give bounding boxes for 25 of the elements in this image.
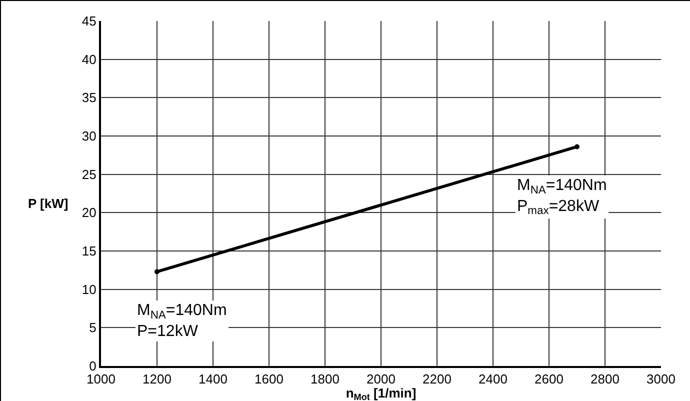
x-tick-label: 3000 [646, 372, 676, 387]
annotation: M$_{NA}$=140Nm P$_{max}$=28kW [517, 177, 607, 218]
y-tick-label: 5 [89, 320, 96, 336]
x-tick-label: 2600 [534, 372, 564, 387]
y-tick-label: 25 [82, 166, 96, 182]
y-tick-label: 20 [82, 205, 96, 220]
x-tick-label: 1800 [310, 372, 340, 387]
x-tick-label: 2400 [478, 372, 508, 387]
x-tick-label: 1600 [254, 372, 284, 387]
x-axis-title: n$_{Mot}$ [1/min] [346, 385, 416, 401]
y-tick-label: 15 [82, 244, 96, 259]
y-tick-label: 30 [82, 128, 96, 144]
x-tick-label: 2800 [590, 372, 620, 387]
y-tick-label: 45 [82, 14, 96, 29]
x-tick-label: 1000 [86, 372, 116, 387]
y-tick-label: 35 [82, 90, 96, 106]
x-tick-label: 2000 [366, 372, 396, 387]
y-axis-title: P [kW] [28, 196, 68, 211]
y-tick-label: 40 [82, 52, 96, 67]
y-tick-label: 10 [82, 282, 96, 297]
y-tick-label: 0 [89, 358, 96, 374]
x-tick-label: 2200 [422, 372, 452, 387]
annotation: M$_{NA}$=140Nm P=12kW [137, 302, 227, 340]
x-tick-label: 1400 [198, 372, 228, 387]
x-tick-label: 1200 [142, 372, 172, 387]
